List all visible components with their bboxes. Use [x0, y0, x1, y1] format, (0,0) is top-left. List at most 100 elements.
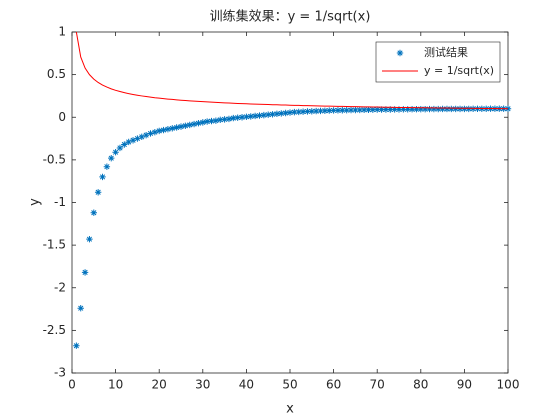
data-point	[203, 118, 211, 125]
data-point	[173, 124, 180, 131]
marker-shape	[169, 125, 176, 132]
data-point	[99, 173, 106, 181]
y-tick-label: 0.5	[47, 67, 66, 81]
marker-shape	[116, 144, 124, 152]
data-point	[456, 105, 464, 113]
marker-shape	[238, 114, 246, 121]
data-point	[199, 119, 206, 126]
marker-shape	[177, 123, 185, 130]
marker-shape	[151, 128, 159, 136]
data-point	[326, 107, 333, 114]
marker-shape	[382, 106, 390, 113]
marker-shape	[304, 108, 311, 115]
data-point	[260, 111, 268, 119]
marker-shape	[156, 127, 163, 135]
data-point	[234, 114, 241, 121]
data-point	[417, 105, 424, 113]
marker-shape	[203, 118, 211, 125]
marker-shape	[186, 121, 193, 129]
data-point	[156, 127, 163, 135]
data-point	[86, 235, 93, 243]
data-point	[312, 107, 320, 115]
data-point	[461, 105, 468, 113]
marker-shape	[461, 105, 468, 113]
marker-shape	[308, 108, 315, 115]
y-tick-label: -1.5	[43, 238, 66, 252]
x-tick-label: 50	[282, 378, 297, 392]
data-point	[413, 106, 420, 113]
y-tick-label: -3	[54, 366, 66, 380]
marker-shape	[273, 110, 281, 118]
marker-shape	[212, 117, 220, 124]
y-tick-label: -2.5	[43, 323, 66, 337]
marker-shape	[225, 115, 233, 123]
x-tick-label: 20	[152, 378, 167, 392]
marker-shape	[378, 106, 385, 113]
data-point	[108, 154, 115, 162]
marker-shape	[299, 108, 307, 115]
marker-shape	[326, 107, 333, 114]
marker-shape	[138, 133, 145, 141]
data-point	[129, 137, 137, 144]
marker-shape	[234, 114, 241, 121]
marker-shape	[369, 106, 377, 113]
legend-label: y = 1/sqrt(x)	[424, 64, 494, 77]
data-point	[269, 111, 276, 118]
marker-shape	[343, 106, 350, 114]
marker-shape	[81, 269, 89, 276]
marker-shape	[365, 106, 372, 113]
marker-shape	[230, 114, 237, 122]
marker-shape	[334, 107, 342, 114]
marker-shape	[121, 141, 128, 148]
marker-shape	[465, 105, 472, 113]
data-point	[421, 105, 429, 113]
data-point	[230, 114, 237, 122]
data-point	[147, 130, 154, 137]
x-tick-label: 90	[457, 378, 472, 392]
marker-shape	[86, 235, 93, 243]
marker-shape	[208, 117, 215, 125]
legend-box	[375, 41, 501, 83]
data-point	[330, 107, 337, 114]
marker-shape	[278, 110, 285, 117]
marker-shape	[391, 106, 398, 113]
x-tick-label: 30	[195, 378, 210, 392]
data-point	[103, 163, 111, 170]
marker-shape	[94, 189, 102, 196]
data-point	[286, 109, 294, 116]
marker-shape	[77, 305, 84, 312]
data-point	[430, 105, 438, 113]
marker-shape	[400, 106, 407, 113]
y-tick-label: -0.5	[43, 152, 66, 166]
marker-shape	[103, 163, 111, 170]
marker-shape	[164, 125, 172, 133]
data-point	[408, 106, 416, 113]
y-tick-label: 0	[58, 110, 66, 124]
marker-shape	[90, 209, 97, 216]
x-tick-label: 10	[108, 378, 123, 392]
x-tick-label: 40	[239, 378, 254, 392]
marker-shape	[408, 106, 416, 113]
data-point	[164, 125, 172, 133]
marker-shape	[282, 109, 289, 117]
marker-shape	[347, 106, 355, 114]
chart-title: 训练集效果：y = 1/sqrt(x)	[210, 9, 371, 25]
data-point	[317, 107, 324, 115]
data-point	[365, 106, 372, 113]
data-point	[195, 120, 202, 127]
marker-shape	[108, 154, 115, 162]
data-point	[243, 113, 250, 121]
data-point	[212, 117, 220, 124]
marker-shape	[360, 106, 368, 114]
marker-shape	[352, 106, 359, 114]
marker-shape	[112, 149, 119, 156]
data-point	[347, 106, 355, 114]
data-point	[391, 106, 398, 113]
marker-shape	[190, 120, 198, 128]
marker-shape	[356, 106, 363, 114]
marker-shape	[99, 173, 106, 181]
legend-label: 测试结果	[424, 46, 468, 59]
marker-shape	[221, 116, 228, 123]
data-point	[273, 110, 281, 118]
